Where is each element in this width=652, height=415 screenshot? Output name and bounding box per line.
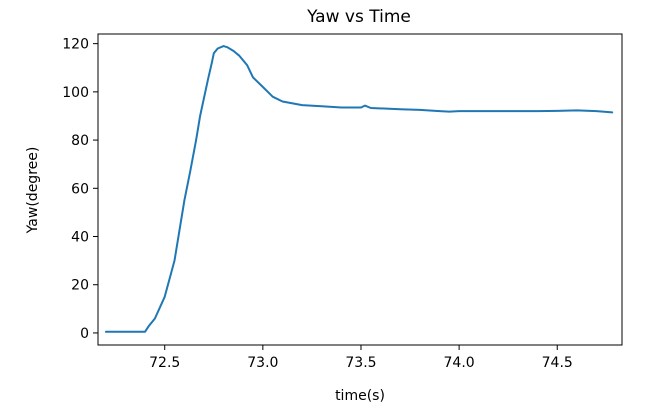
x-tick-label: 74.0 bbox=[444, 355, 475, 371]
plot-frame bbox=[97, 33, 623, 346]
x-axis-label: time(s) bbox=[335, 388, 385, 404]
y-tick-label: 40 bbox=[71, 230, 89, 246]
y-tick-label: 120 bbox=[62, 37, 89, 53]
y-axis: 0 20 40 60 80 100 120 bbox=[62, 37, 98, 342]
x-axis: 72.5 73.0 73.5 74.0 74.5 bbox=[149, 345, 573, 371]
y-tick-label: 20 bbox=[71, 278, 89, 294]
y-axis-label: Yaw(degree) bbox=[25, 147, 41, 235]
y-tick-label: 100 bbox=[62, 85, 89, 101]
y-tick-label: 0 bbox=[80, 326, 89, 342]
x-tick-label: 72.5 bbox=[149, 355, 180, 371]
y-tick-label: 80 bbox=[71, 133, 89, 149]
chart-title: Yaw vs Time bbox=[306, 7, 411, 27]
x-tick-label: 73.0 bbox=[247, 355, 278, 371]
y-tick-label: 60 bbox=[71, 181, 89, 197]
series-line bbox=[104, 45, 614, 333]
x-tick-label: 73.5 bbox=[345, 355, 376, 371]
x-tick-label: 74.5 bbox=[542, 355, 573, 371]
